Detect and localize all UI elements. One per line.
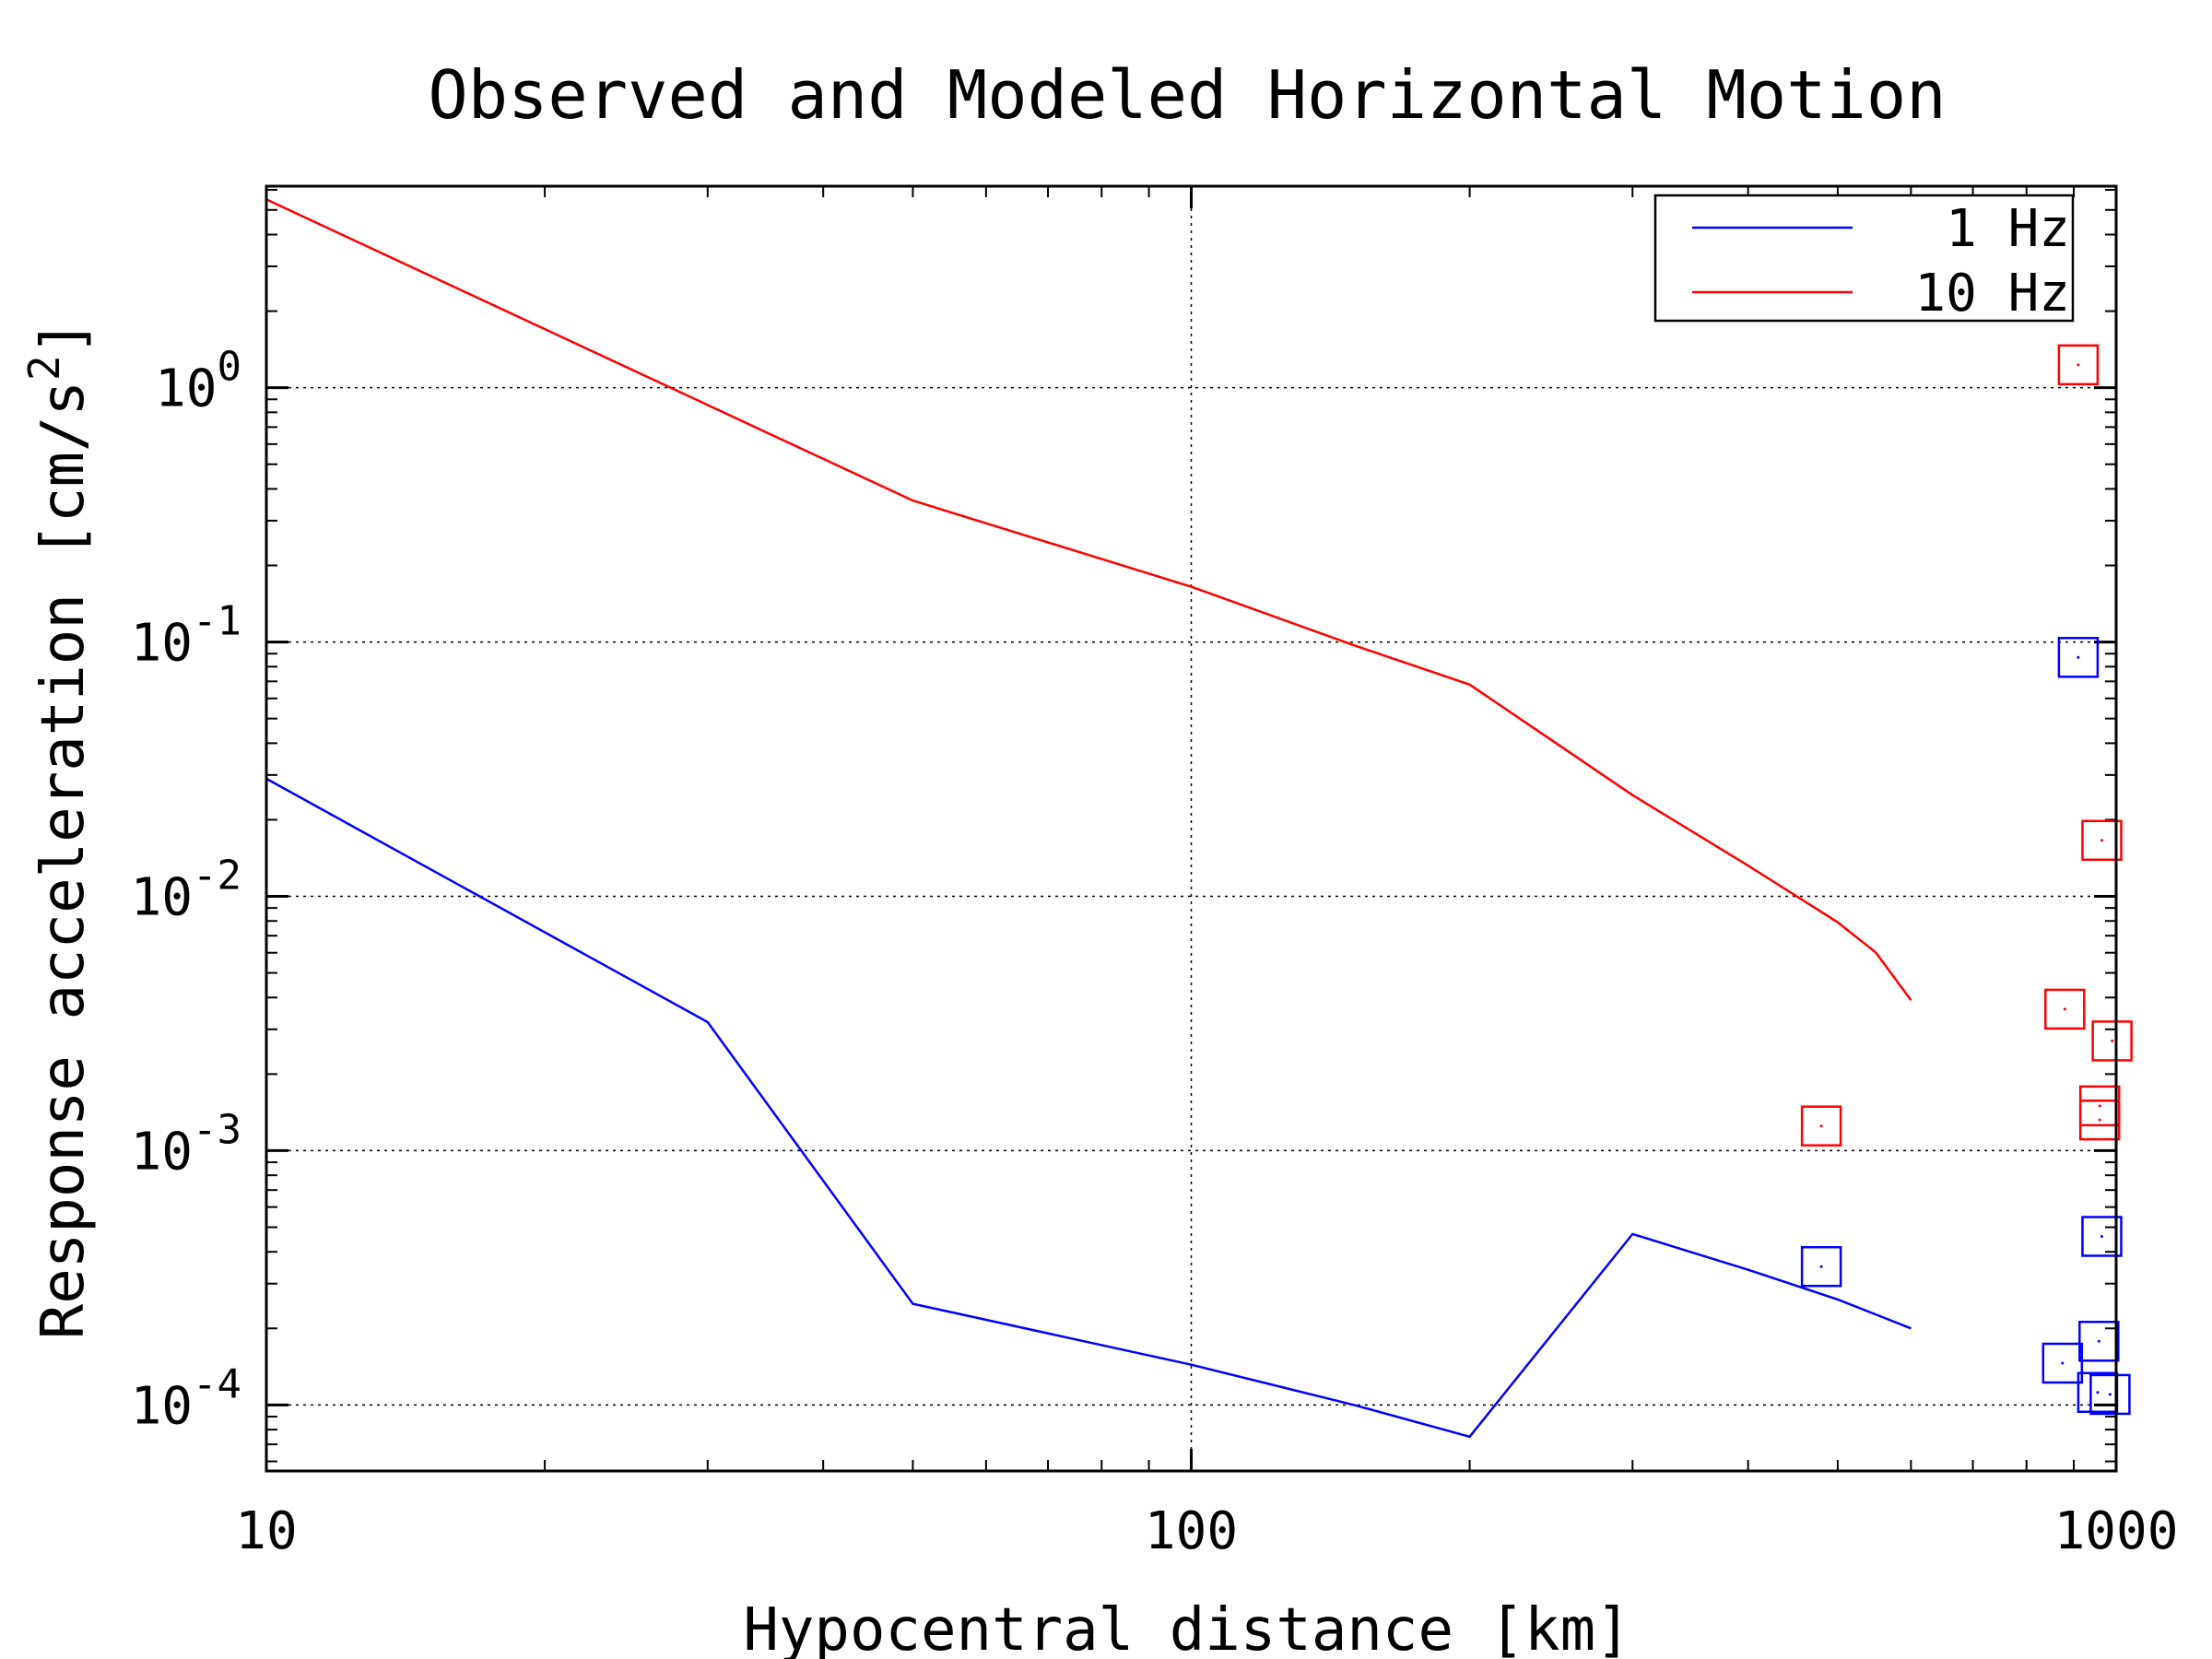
y-tick-label: 10-2: [131, 853, 241, 928]
y-tick-exponent: -2: [193, 853, 241, 900]
y-tick-label: 100: [155, 344, 241, 419]
observed-marker-center: [2061, 1361, 2065, 1365]
y-tick-base: 10: [131, 1122, 193, 1182]
series-line-1-hz: [265, 777, 1912, 1439]
y-axis-label: Response acceleration [cm/s2]: [19, 320, 98, 1340]
y-axis-label-main: Response acceleration [cm/s: [29, 381, 98, 1339]
y-axis-label-close: ]: [29, 320, 98, 356]
observed-marker-center: [2096, 1391, 2100, 1394]
observed-marker-center: [2097, 1339, 2100, 1343]
observed-marker: [2091, 1020, 2133, 1062]
legend-label: 10 Hz: [1914, 264, 2070, 324]
plot-frame: [265, 184, 2118, 1473]
grid-lines: [266, 186, 2116, 1471]
y-tick-label: 10-4: [131, 1360, 241, 1436]
series-lines: [265, 198, 1912, 1439]
observed-markers: [1800, 344, 2133, 1416]
observed-marker-center: [2111, 1039, 2114, 1042]
y-tick-base: 10: [131, 868, 193, 928]
x-tick-label: 100: [1145, 1501, 1238, 1561]
y-tick-exponent: -4: [193, 1360, 241, 1407]
observed-marker-center: [2063, 1007, 2066, 1011]
observed-marker-center: [2108, 1393, 2112, 1396]
observed-marker: [1800, 1105, 1842, 1147]
y-axis-label-exponent: 2: [19, 355, 69, 381]
observed-marker: [1800, 1245, 1842, 1288]
y-tick-exponent: 0: [218, 344, 242, 391]
chart-title: Observed and Modeled Horizontal Motion: [428, 56, 1946, 134]
y-tick-base: 10: [131, 614, 193, 674]
x-axis-label: Hypocentral distance [km]: [743, 1596, 1630, 1659]
observed-marker-center: [1819, 1265, 1823, 1268]
observed-marker: [2057, 637, 2100, 678]
observed-marker: [2078, 1099, 2121, 1141]
y-tick-exponent: -3: [193, 1106, 241, 1153]
observed-marker-center: [2077, 363, 2080, 367]
observed-marker: [2057, 344, 2100, 386]
y-tick-label: 10-1: [131, 598, 241, 674]
x-tick-label: 1000: [2054, 1501, 2179, 1561]
observed-marker-center: [1819, 1124, 1823, 1128]
y-tick-exponent: -1: [193, 598, 241, 645]
observed-marker: [2089, 1373, 2131, 1416]
observed-marker-center: [2098, 1118, 2101, 1122]
tick-marks: [265, 186, 2118, 1471]
legend-label: 1 Hz: [1946, 199, 2070, 259]
x-tick-labels: 10 100 1000: [235, 1501, 2178, 1561]
series-line-10-hz: [265, 198, 1912, 1002]
y-tick-label: 10-3: [131, 1106, 241, 1182]
observed-marker: [2081, 819, 2123, 862]
observed-marker-center: [2077, 655, 2080, 659]
x-tick-label: 10: [235, 1501, 297, 1561]
y-tick-base: 10: [155, 359, 217, 419]
observed-marker: [2041, 1342, 2084, 1384]
observed-marker: [2044, 988, 2086, 1030]
observed-marker-center: [2100, 839, 2103, 842]
y-tick-base: 10: [131, 1376, 193, 1436]
observed-marker-center: [2100, 1234, 2103, 1238]
observed-marker-center: [2098, 1104, 2101, 1108]
observed-marker: [2078, 1321, 2120, 1362]
observed-marker: [2081, 1216, 2123, 1257]
legend-box: [1653, 194, 2075, 323]
